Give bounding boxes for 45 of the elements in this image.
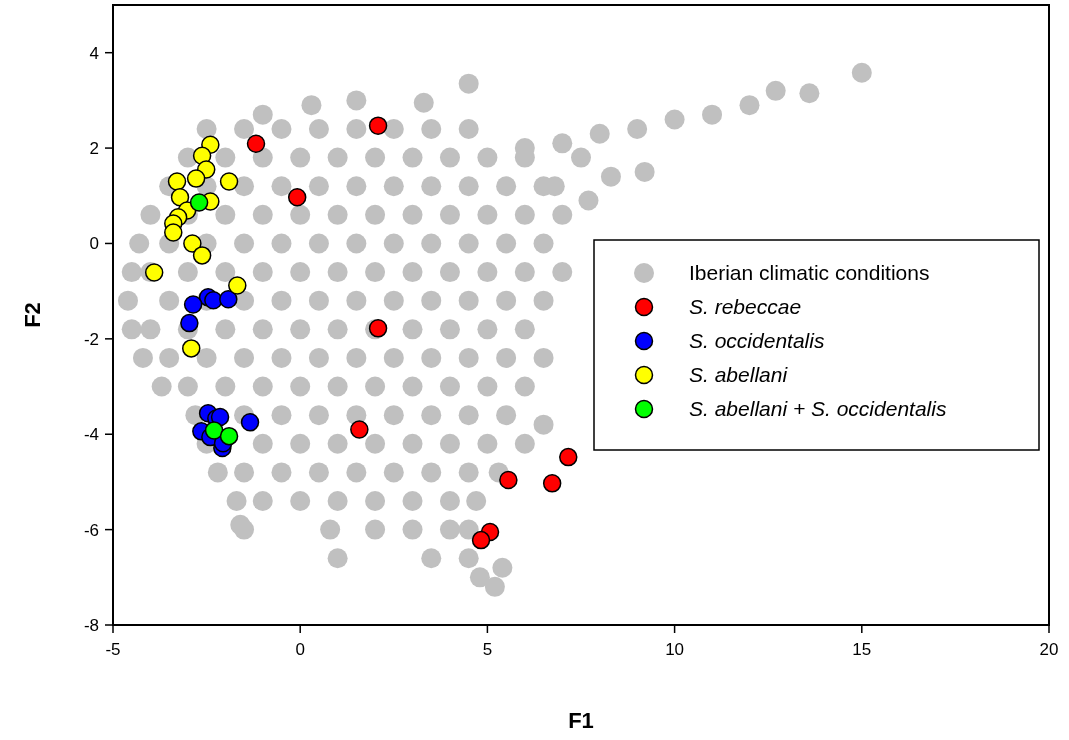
y-tick-label: -8: [83, 616, 99, 635]
legend-label: Iberian climatic conditions: [689, 261, 930, 284]
point: [182, 339, 201, 358]
x-tick-label: 0: [295, 640, 305, 659]
point: [219, 426, 239, 446]
x-tick-label: 5: [482, 640, 493, 659]
point: [228, 276, 247, 295]
point: [164, 223, 183, 242]
y-tick-label: -2: [83, 329, 99, 349]
point: [189, 193, 209, 212]
x-tick-label: 15: [852, 640, 872, 659]
point: [144, 263, 164, 282]
point: [219, 172, 239, 191]
x-tick-label: 20: [1039, 640, 1059, 659]
point: [542, 474, 562, 493]
legend-label: S. rebeccae: [689, 295, 802, 318]
point: [287, 187, 307, 207]
y-tick-label: -6: [83, 520, 99, 540]
y-axis-title: F2: [20, 302, 45, 328]
legend-label: S. abellani: [689, 363, 789, 386]
point: [192, 246, 212, 265]
y-tick-label: 2: [89, 139, 99, 159]
point: [350, 420, 369, 439]
legend-label: S. occidentalis: [689, 329, 825, 352]
point: [368, 116, 388, 135]
point: [167, 172, 187, 191]
point: [246, 134, 266, 154]
x-axis-title: F1: [568, 708, 594, 733]
point: [499, 470, 518, 490]
x-tick-label: 10: [665, 640, 685, 659]
y-tick-label: 0: [89, 234, 99, 254]
point: [471, 530, 491, 550]
point: [186, 169, 206, 188]
x-tick-label: -5: [105, 640, 121, 659]
point: [219, 290, 238, 309]
point: [559, 447, 578, 467]
legend-label: S. abellani + S. occidentalis: [689, 397, 947, 420]
y-tick-label: 4: [89, 43, 99, 63]
y-tick-label: -4: [83, 425, 99, 445]
point: [183, 234, 202, 253]
point: [240, 413, 260, 432]
point: [183, 295, 203, 314]
point: [204, 421, 224, 440]
point: [180, 313, 199, 333]
point: [170, 187, 190, 207]
